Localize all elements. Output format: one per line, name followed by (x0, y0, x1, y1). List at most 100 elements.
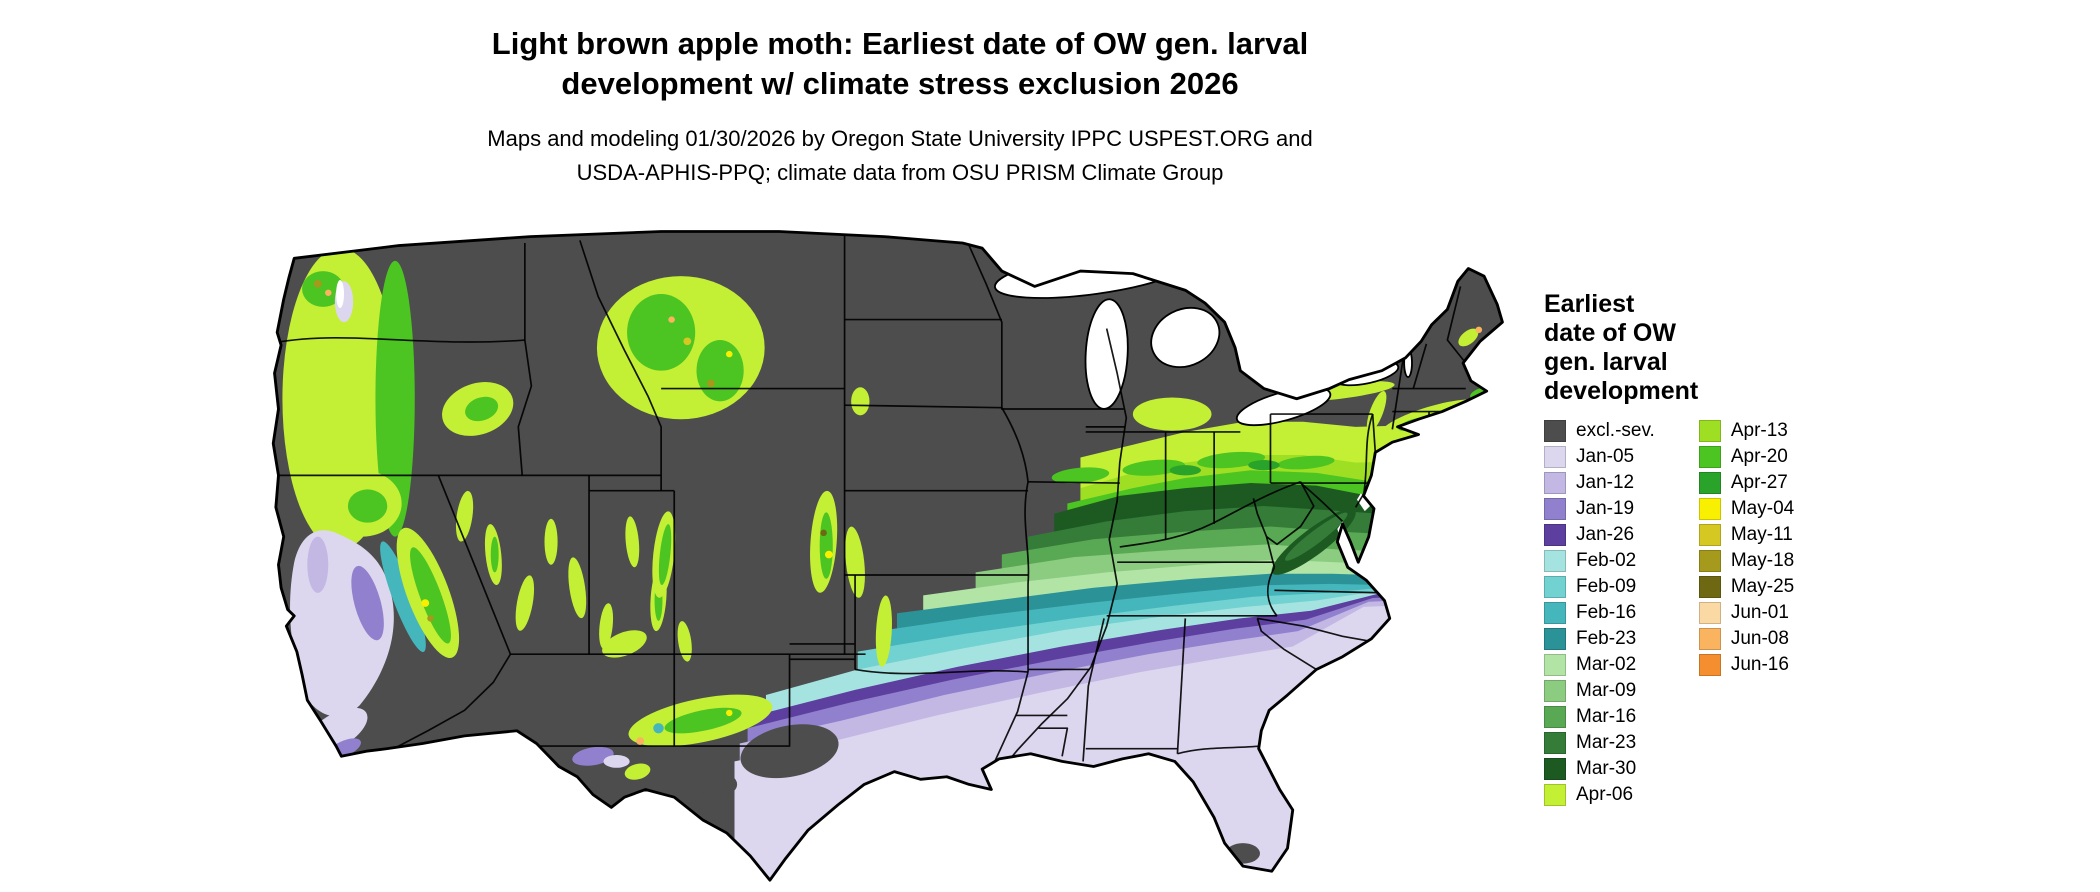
page-title-line2: development w/ climate stress exclusion … (561, 66, 1239, 101)
legend-entry-feb-02: Feb-02 (1544, 548, 1655, 574)
legend-entry-feb-09: Feb-09 (1544, 574, 1655, 600)
subtitle-line1: Maps and modeling 01/30/2026 by Oregon S… (487, 126, 1313, 151)
region-california (290, 470, 460, 759)
region-northern-rockies (596, 276, 765, 420)
legend-swatch (1698, 654, 1721, 676)
ohio-valley-mottle (1051, 451, 1335, 484)
legend-label: May-04 (1730, 498, 1795, 519)
legend-entry-mar-23: Mar-23 (1544, 730, 1655, 756)
legend-swatch (1698, 550, 1721, 572)
region-appalachians-core (1285, 512, 1348, 561)
legend-label: Mar-16 (1576, 706, 1637, 727)
legend-swatch (1698, 420, 1721, 442)
page-title-line1: Light brown apple moth: Earliest date of… (491, 26, 1309, 61)
legend-swatch (1544, 706, 1566, 728)
region-arizona-newmexico (572, 630, 773, 780)
legend-label: Jun-08 (1730, 628, 1789, 649)
legend-entry-apr-13: Apr-13 (1698, 418, 1794, 444)
legend-entries: excl.-sev. Jan-05 Jan-12 Jan-19 Jan-26 Feb-02… (1544, 418, 1794, 808)
legend-swatch (1544, 446, 1566, 468)
legend-label: Mar-30 (1576, 758, 1637, 779)
legend-swatch (1544, 680, 1566, 702)
legend-label: Jan-05 (1576, 446, 1635, 467)
legend-label: Jan-26 (1576, 524, 1635, 545)
legend-swatch (1698, 602, 1721, 624)
region-edwards-plateau-gray (740, 724, 839, 779)
legend-column-1: excl.-sev. Jan-05 Jan-12 Jan-19 Jan-26 Feb-02… (1544, 418, 1655, 808)
legend-entry-feb-23: Feb-23 (1544, 626, 1655, 652)
legend-label: Feb-02 (1576, 550, 1637, 571)
legend-label: Feb-09 (1576, 576, 1637, 597)
legend-entry-may-04: May-04 (1698, 496, 1795, 522)
region-great-basin-ranges (455, 490, 692, 662)
legend-swatch (1698, 576, 1721, 598)
legend-column-2: Apr-13 Apr-20 Apr-27 May-04 May-11 May-18 May-… (1698, 418, 1795, 678)
legend-label: Feb-16 (1576, 602, 1637, 623)
legend-swatch (1544, 420, 1566, 442)
title-block: Light brown apple moth: Earliest date of… (0, 24, 1800, 104)
legend-label: Apr-06 (1576, 784, 1634, 805)
legend-label: Apr-27 (1730, 472, 1788, 493)
subtitle-line2: USDA-APHIS-PPQ; climate data from OSU PR… (576, 160, 1224, 185)
us-map-svg (271, 230, 1504, 882)
legend-entry-jun-01: Jun-01 (1698, 600, 1794, 626)
legend-entry-jun-08: Jun-08 (1698, 626, 1794, 652)
legend-swatch (1544, 524, 1566, 546)
legend-swatch (1698, 446, 1721, 468)
legend-label: Jun-16 (1730, 654, 1789, 675)
legend-title-line: date of OW (1544, 319, 1676, 347)
delaware-bay (1356, 493, 1371, 512)
legend-label: Mar-09 (1576, 680, 1637, 701)
legend-title-line: gen. larval (1544, 348, 1668, 376)
legend-entry-mar-02: Mar-02 (1544, 652, 1655, 678)
legend-label: Mar-23 (1576, 732, 1637, 753)
region-black-hills (851, 387, 870, 416)
legend-swatch (1544, 576, 1566, 598)
legend-label: May-11 (1730, 524, 1793, 545)
legend-entry-may-25: May-25 (1698, 574, 1795, 600)
puget-sound-water (336, 280, 345, 309)
legend-label: May-25 (1730, 576, 1795, 597)
legend-label: Jun-01 (1730, 602, 1789, 623)
legend-label: May-18 (1730, 550, 1795, 571)
legend-swatch (1698, 498, 1721, 520)
legend-entry-apr-06: Apr-06 (1544, 782, 1655, 808)
legend-label: Jan-19 (1576, 498, 1635, 519)
legend: Earliest date of OW gen. larval developm… (1544, 290, 2004, 806)
legend-label: Apr-13 (1730, 420, 1788, 441)
legend-entry-apr-27: Apr-27 (1698, 470, 1794, 496)
legend-swatch (1544, 732, 1566, 754)
legend-title: Earliest date of OW gen. larval developm… (1544, 290, 2004, 406)
legend-label: Feb-23 (1576, 628, 1637, 649)
legend-swatch (1544, 654, 1566, 676)
legend-swatch (1544, 498, 1566, 520)
legend-label: Apr-20 (1730, 446, 1788, 467)
legend-entry-jan-12: Jan-12 (1544, 470, 1655, 496)
legend-entry-may-18: May-18 (1698, 548, 1795, 574)
legend-swatch (1544, 628, 1566, 650)
legend-entry-jan-26: Jan-26 (1544, 522, 1655, 548)
legend-swatch (1544, 784, 1566, 806)
legend-entry-mar-16: Mar-16 (1544, 704, 1655, 730)
legend-entry-jan-19: Jan-19 (1544, 496, 1655, 522)
legend-entry-excl-sev-: excl.-sev. (1544, 418, 1655, 444)
legend-swatch (1698, 628, 1721, 650)
legend-label: Jan-12 (1576, 472, 1635, 493)
region-southern-rockies (810, 490, 892, 667)
legend-entry-mar-09: Mar-09 (1544, 678, 1655, 704)
region-west-texas-gray (695, 771, 738, 798)
subtitle-block: Maps and modeling 01/30/2026 by Oregon S… (0, 122, 1800, 190)
us-map (268, 220, 1526, 884)
legend-swatch (1698, 524, 1721, 546)
legend-swatch (1544, 550, 1566, 572)
legend-swatch (1544, 758, 1566, 780)
legend-label: Mar-02 (1576, 654, 1637, 675)
legend-entry-jan-05: Jan-05 (1544, 444, 1655, 470)
legend-entry-mar-30: Mar-30 (1544, 756, 1655, 782)
legend-swatch (1544, 602, 1566, 624)
legend-swatch (1544, 472, 1566, 494)
legend-entry-may-11: May-11 (1698, 522, 1794, 548)
legend-title-line: Earliest (1544, 290, 1635, 318)
legend-swatch (1698, 472, 1721, 494)
